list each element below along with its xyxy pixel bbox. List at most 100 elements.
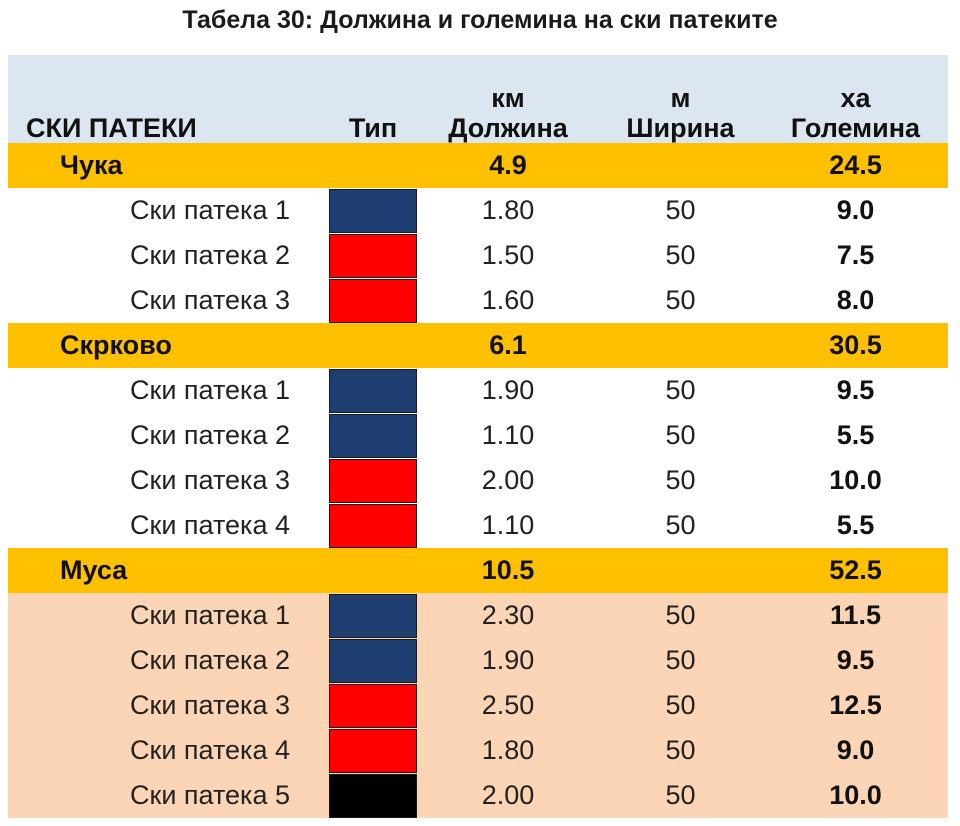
trail-length: 1.90 (481, 375, 535, 405)
trail-type-swatch (329, 413, 417, 458)
trail-width: 50 (665, 465, 696, 495)
group-row: Чука 4.9 24.5 (8, 143, 948, 188)
trail-name: Ски патека 3 (8, 683, 328, 728)
trail-width: 50 (665, 195, 696, 225)
trail-length: 1.10 (481, 510, 535, 540)
header-size-unit: ха (840, 83, 871, 113)
trail-width: 50 (665, 240, 696, 270)
trail-type-swatch (329, 773, 417, 818)
trail-size: 10.0 (829, 465, 882, 495)
trail-size: 12.5 (763, 683, 948, 728)
trail-name: Ски патека 3 (130, 465, 290, 495)
group-size: 52.5 (763, 548, 948, 593)
group-row: Муса 10.5 52.5 (8, 548, 948, 593)
trail-row: Ски патека 2 1.10 50 5.5 (8, 413, 948, 458)
trail-size: 9.0 (763, 728, 948, 773)
trail-row: Ски патека 4 1.10 50 5.5 (8, 503, 948, 548)
trail-row: Ски патека 1 1.80 50 9.0 (8, 188, 948, 233)
trail-type-swatch (329, 233, 417, 278)
header-width-label: Ширина (626, 113, 735, 143)
trail-type-swatch (329, 683, 417, 728)
trail-type-swatch (329, 188, 417, 233)
trail-type (328, 683, 418, 728)
trail-row: Ски патека 1 1.90 50 9.5 (8, 368, 948, 413)
trail-row: Ски патека 1 2.30 50 11.5 (8, 593, 948, 638)
trail-length: 1.50 (481, 240, 535, 270)
group-width (598, 323, 763, 368)
trail-type-swatch (329, 728, 417, 773)
group-name: Муса (8, 548, 328, 593)
trail-type (328, 233, 418, 278)
trail-length: 1.10 (481, 420, 535, 450)
trail-name: Ски патека 4 (130, 510, 290, 540)
header-length-unit: км (491, 83, 525, 113)
trail-size: 9.5 (836, 375, 875, 405)
trail-type (328, 278, 418, 323)
trail-name: Ски патека 2 (8, 638, 328, 683)
trail-type (328, 503, 418, 548)
group-type (328, 548, 418, 593)
trail-type-swatch (329, 638, 417, 683)
trail-length: 1.80 (418, 728, 598, 773)
trail-row: Ски патека 4 1.80 50 9.0 (8, 728, 948, 773)
trail-length: 2.00 (481, 465, 535, 495)
trail-width: 50 (598, 773, 763, 818)
trail-width: 50 (665, 510, 696, 540)
trail-type (328, 773, 418, 818)
trail-width: 50 (598, 683, 763, 728)
trail-type-swatch (329, 593, 417, 638)
trail-length: 2.00 (418, 773, 598, 818)
trail-row: Ски патека 3 2.50 50 12.5 (8, 683, 948, 728)
trail-row: Ски патека 2 1.50 50 7.5 (8, 233, 948, 278)
trail-type-swatch (329, 368, 417, 413)
trail-name: Ски патека 5 (8, 773, 328, 818)
group-type (328, 323, 418, 368)
trail-type (328, 728, 418, 773)
ski-trails-table: СКИ ПАТЕКИ Тип км Должина м Ширина ха Го… (8, 55, 948, 818)
trail-type (328, 188, 418, 233)
header-ski-trails: СКИ ПАТЕКИ (8, 55, 328, 143)
trail-type-swatch (329, 458, 417, 503)
trail-name: Ски патека 2 (130, 420, 290, 450)
trail-type (328, 413, 418, 458)
trail-name: Ски патека 4 (8, 728, 328, 773)
group-type (328, 143, 418, 188)
table-header-row: СКИ ПАТЕКИ Тип км Должина м Ширина ха Го… (8, 55, 948, 143)
trail-length: 1.60 (481, 285, 535, 315)
trail-type (328, 458, 418, 503)
header-size-label: Големина (790, 113, 921, 143)
trail-length: 2.30 (418, 593, 598, 638)
trail-size: 10.0 (763, 773, 948, 818)
trail-name: Ски патека 1 (8, 593, 328, 638)
group-length: 6.1 (418, 323, 598, 368)
trail-length: 1.90 (418, 638, 598, 683)
trail-width: 50 (665, 375, 696, 405)
header-length-label: Должина (448, 113, 568, 143)
trail-length: 2.50 (418, 683, 598, 728)
group-size: 30.5 (763, 323, 948, 368)
group-size: 24.5 (763, 143, 948, 188)
header-size: ха Големина (763, 55, 948, 143)
header-type: Тип (328, 55, 418, 143)
trail-name: Ски патека 1 (130, 375, 290, 405)
group-name: Чука (8, 143, 328, 188)
trail-type (328, 638, 418, 683)
trail-type-swatch (329, 278, 417, 323)
trail-size: 11.5 (763, 593, 948, 638)
trail-size: 5.5 (836, 420, 875, 450)
trail-type (328, 368, 418, 413)
trail-width: 50 (598, 728, 763, 773)
trail-size: 9.5 (763, 638, 948, 683)
trail-name: Ски патека 1 (130, 195, 290, 225)
header-width-unit: м (670, 83, 691, 113)
trail-size: 9.0 (836, 195, 875, 225)
group-length: 4.9 (418, 143, 598, 188)
group-row: Скрково 6.1 30.5 (8, 323, 948, 368)
header-width: м Ширина (598, 55, 763, 143)
group-width (598, 548, 763, 593)
trail-type (328, 593, 418, 638)
trail-size: 5.5 (836, 510, 875, 540)
trail-width: 50 (598, 638, 763, 683)
trail-length: 1.80 (481, 195, 535, 225)
trail-row: Ски патека 2 1.90 50 9.5 (8, 638, 948, 683)
